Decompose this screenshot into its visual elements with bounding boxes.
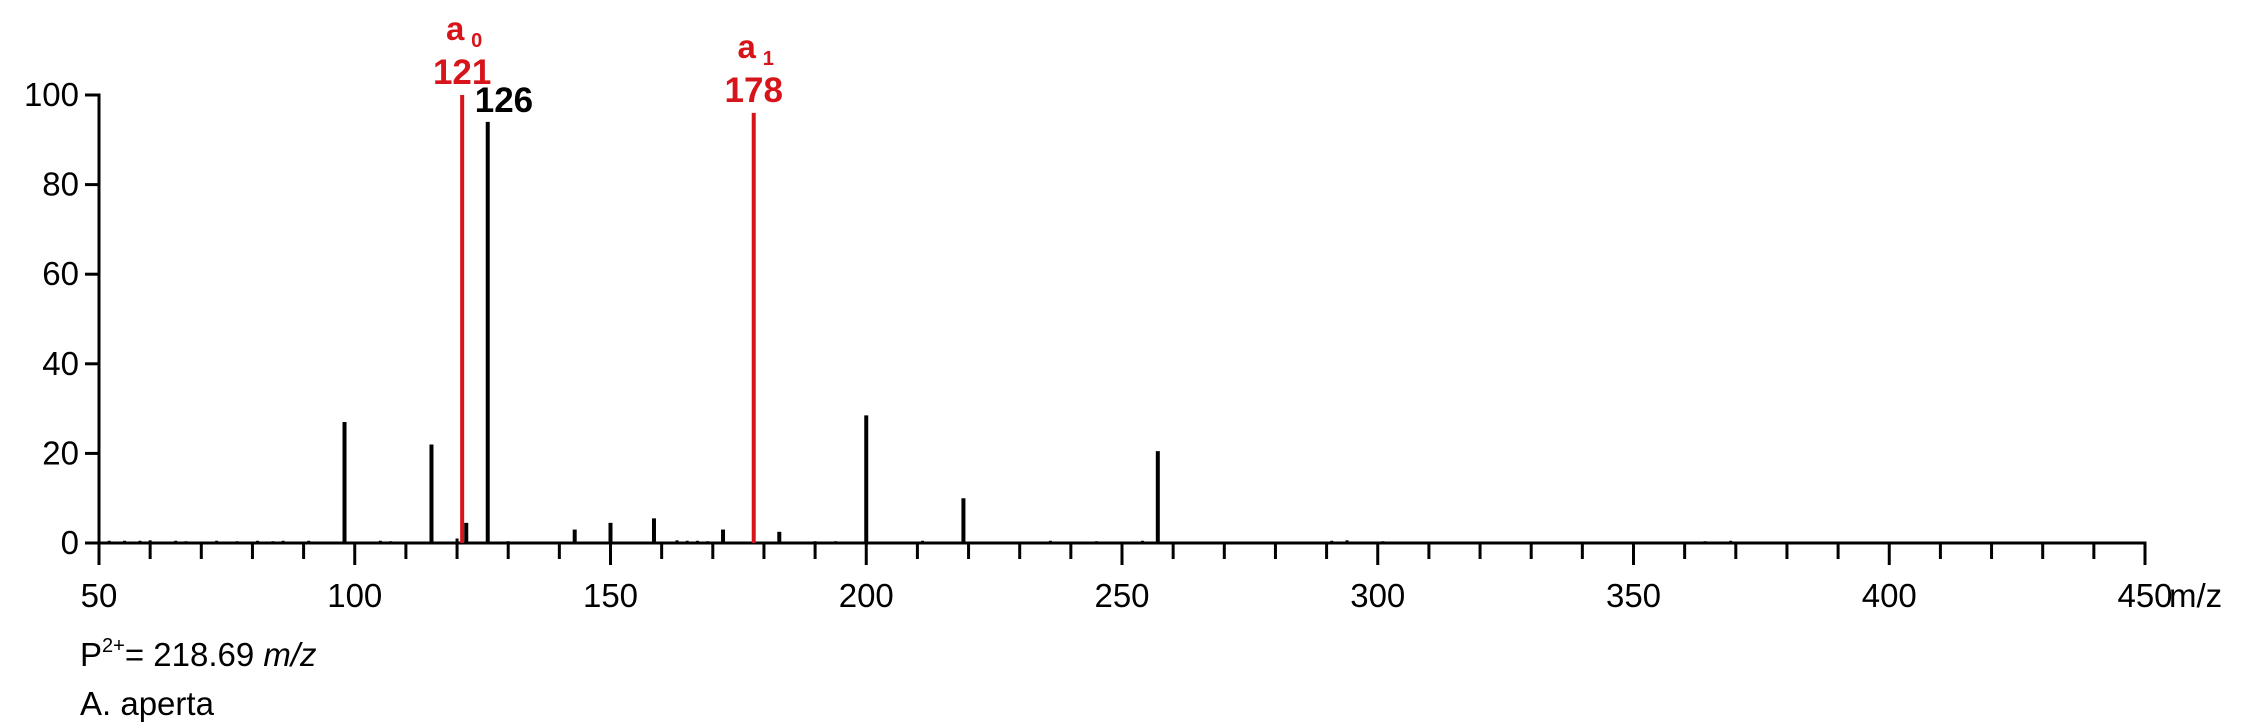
species-name: A. aperta: [80, 685, 214, 722]
y-tick-label: 60: [42, 255, 79, 292]
x-tick-label: 150: [583, 577, 638, 614]
peak-mz-label: 178: [725, 71, 783, 110]
x-axis-label: m/z: [2169, 577, 2222, 614]
x-tick-label: 200: [839, 577, 894, 614]
x-tick-label: 50: [81, 577, 118, 614]
ion-label: a: [738, 28, 757, 65]
spectrum-peaks: [107, 95, 1733, 543]
precursor-charge: 2+: [102, 635, 125, 657]
x-tick-label: 100: [327, 577, 382, 614]
ion-label: a: [446, 10, 465, 47]
precursor-unit: m/z: [263, 636, 317, 673]
x-tick-label: 350: [1606, 577, 1661, 614]
precursor-info: P2+= 218.69 m/z: [80, 636, 317, 671]
ion-subscript: 0: [471, 30, 482, 52]
y-tick-label: 0: [61, 524, 79, 561]
x-tick-label: 300: [1350, 577, 1405, 614]
precursor-value: = 218.69: [124, 636, 255, 673]
x-tick-label: 250: [1094, 577, 1149, 614]
x-tick-label: 400: [1862, 577, 1917, 614]
peak-mz-label: 126: [475, 81, 533, 120]
precursor-prefix: P: [80, 636, 103, 673]
y-tick-label: 100: [24, 76, 79, 113]
peak-mz-label: 121: [433, 53, 491, 92]
y-tick-label: 20: [42, 434, 79, 471]
x-tick-label: 450: [2117, 577, 2172, 614]
ion-subscript: 1: [763, 48, 774, 70]
y-tick-label: 40: [42, 345, 79, 382]
y-axis: 0 20 40 60 80 100: [24, 76, 101, 561]
y-tick-label: 80: [42, 166, 79, 203]
